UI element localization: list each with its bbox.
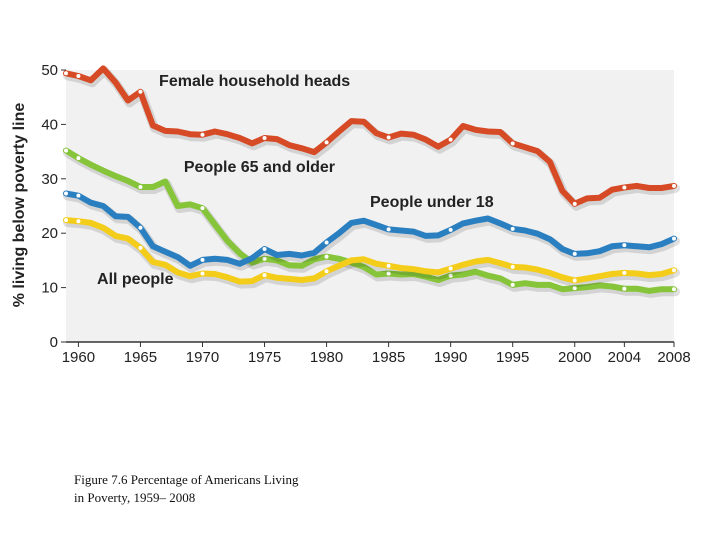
data-point [572,286,577,291]
y-tick-label: 50 [41,62,58,79]
data-point [138,184,143,189]
y-axis-title: % living below poverty line [11,103,28,308]
caption-line-1: Figure 7.6 Percentage of Americans Livin… [74,472,299,487]
series-female-household-heads [63,65,680,211]
data-point [510,282,515,287]
data-point [64,71,68,76]
data-point [386,263,391,268]
series-label: Female household heads [159,73,350,90]
data-point [64,191,68,196]
data-point [200,271,205,276]
data-point [64,218,68,223]
x-tick-label: 1970 [186,349,219,366]
data-point [138,89,143,94]
x-tick-label: 1985 [372,349,405,366]
x-tick-label: 1975 [248,349,281,366]
data-point [386,271,391,276]
data-point [386,135,391,140]
data-point [76,219,81,224]
data-point [262,273,267,278]
x-tick-label: 2004 [608,349,641,366]
y-tick-label: 20 [41,225,58,242]
x-tick-label: 1990 [434,349,467,366]
data-point [622,286,627,291]
data-point [262,256,267,261]
data-point [200,257,205,262]
x-tick-label: 1995 [496,349,529,366]
data-point [672,287,676,292]
y-tick-label: 0 [50,334,58,351]
caption-line-2: in Poverty, 1959– 2008 [74,490,196,505]
data-point [672,183,676,188]
y-tick-label: 30 [41,171,58,188]
series-label: All people [97,271,174,288]
label-layer: Female household heads People 65 and olde… [97,73,494,288]
series-label: People under 18 [370,194,494,211]
x-tick-label: 1960 [62,349,95,366]
series-label: People 65 and older [184,159,335,176]
data-point [622,270,627,275]
series-people-under-18 [63,190,680,273]
y-tick-label: 40 [41,116,58,133]
data-point [76,156,81,161]
y-tick-label: 10 [41,280,58,297]
data-point [324,269,329,274]
data-point [76,193,81,198]
data-point [324,254,329,259]
series-line [63,147,677,294]
series-all-people [63,217,680,289]
data-point [622,185,627,190]
x-tick-label: 2000 [558,349,591,366]
data-point [138,245,143,250]
x-tick-label: 1980 [310,349,343,366]
data-point [76,73,81,78]
data-point [510,264,515,269]
data-point [138,225,143,230]
data-point [448,266,453,271]
data-point [448,273,453,278]
data-point [262,246,267,251]
data-point [324,240,329,245]
data-point [448,137,453,142]
data-point [324,140,329,145]
x-tick-label: 2008 [657,349,690,366]
data-point [572,201,577,206]
data-point [572,278,577,283]
data-point [200,206,205,211]
data-point [386,227,391,232]
data-point [200,132,205,137]
series-people-65-and-older [63,147,680,298]
data-point [510,141,515,146]
data-point [672,236,676,241]
data-point [262,136,267,140]
data-point [572,251,577,256]
data-point [64,148,68,153]
data-point [672,268,676,273]
data-point [448,227,453,232]
series-line [63,217,677,285]
data-point [510,226,515,231]
series-layer [63,65,680,298]
series-line [63,190,677,269]
axis-layer: 0 10 20 30 40 50 1960 1965 1970 1975 1980 1985 1990 1… [41,62,690,366]
data-point [622,243,627,248]
figure-caption: Figure 7.6 Percentage of Americans Livin… [74,471,394,507]
x-tick-label: 1965 [124,349,157,366]
series-line [63,65,677,207]
